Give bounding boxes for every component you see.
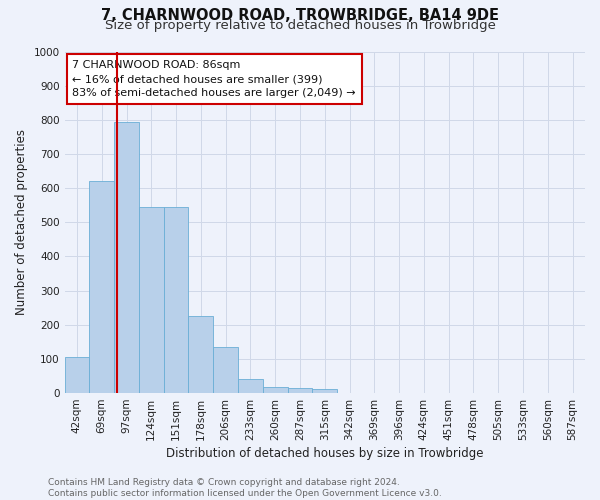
Bar xyxy=(164,207,188,393)
Bar xyxy=(89,182,114,393)
Bar xyxy=(313,388,337,393)
Bar xyxy=(213,347,238,393)
Bar xyxy=(238,378,263,393)
X-axis label: Distribution of detached houses by size in Trowbridge: Distribution of detached houses by size … xyxy=(166,447,484,460)
Text: Contains HM Land Registry data © Crown copyright and database right 2024.
Contai: Contains HM Land Registry data © Crown c… xyxy=(48,478,442,498)
Bar xyxy=(287,388,313,393)
Bar xyxy=(65,357,89,393)
Text: 7 CHARNWOOD ROAD: 86sqm
← 16% of detached houses are smaller (399)
83% of semi-d: 7 CHARNWOOD ROAD: 86sqm ← 16% of detache… xyxy=(73,60,356,98)
Bar xyxy=(263,388,287,393)
Text: 7, CHARNWOOD ROAD, TROWBRIDGE, BA14 9DE: 7, CHARNWOOD ROAD, TROWBRIDGE, BA14 9DE xyxy=(101,8,499,22)
Text: Size of property relative to detached houses in Trowbridge: Size of property relative to detached ho… xyxy=(104,18,496,32)
Bar xyxy=(139,207,164,393)
Y-axis label: Number of detached properties: Number of detached properties xyxy=(15,130,28,316)
Bar xyxy=(188,316,213,393)
Bar xyxy=(114,122,139,393)
